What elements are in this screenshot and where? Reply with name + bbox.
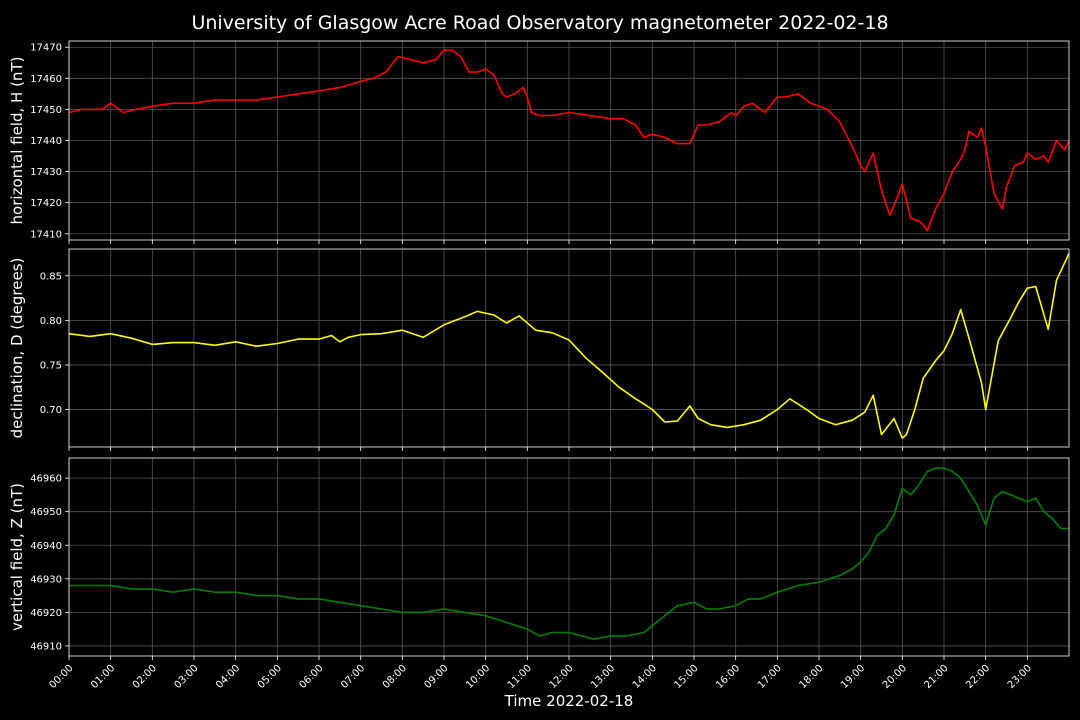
horizontal-field-y-tick-label: 17450 [30, 105, 62, 116]
horizontal-field-y-tick-label: 17430 [30, 167, 62, 178]
horizontal-field-y-tick-label: 17440 [30, 136, 62, 147]
declination-y-tick-label: 0.75 [40, 360, 62, 371]
declination-frame [68, 248, 1070, 448]
horizontal-field-y-tick-label: 17410 [30, 229, 62, 240]
vertical-field-y-tick-label: 46910 [30, 641, 62, 652]
horizontal-field-y-tick-label: 17470 [30, 43, 62, 54]
horizontal-field-panel: 17410 17420 17430 17440 17450 17460 17470 horiz… [8, 40, 1070, 244]
vertical-field-y-tick-label: 46930 [30, 574, 62, 585]
declination-series-line [68, 253, 1070, 439]
declination-y-tick-label: 0.85 [40, 271, 62, 282]
declination-panel: 0.70 0.75 0.80 0.85 declination, D (degrees) [8, 248, 1070, 451]
panels: 17410 17420 17430 17440 17450 17460 17470 horiz… [8, 40, 1070, 691]
declination-y-tick-label: 0.70 [40, 405, 62, 416]
vertical-field-y-tick-label: 46950 [30, 507, 62, 518]
horizontal-field-y-axis-label: horizontal field, H (nT) [8, 57, 26, 225]
horizontal-field-frame [68, 40, 1070, 241]
declination-y-tick-label: 0.80 [40, 316, 62, 327]
vertical-field-y-tick-label: 46920 [30, 608, 62, 619]
vertical-field-y-tick-label: 46940 [30, 541, 62, 552]
declination-y-axis-label: declination, D (degrees) [8, 258, 26, 439]
x-axis-label: Time 2022-02-18 [504, 692, 634, 710]
vertical-field-panel: 00:00 01:00 02:00 03:00 04:00 05:00 06:00 07:00… [8, 457, 1070, 691]
vertical-field-series-line [69, 467, 1069, 641]
vertical-field-y-axis-label: vertical field, Z (nT) [8, 483, 26, 631]
chart-title: University of Glasgow Acre Road Observat… [191, 12, 888, 34]
horizontal-field-series-line [68, 49, 1070, 232]
vertical-field-frame [68, 457, 1070, 657]
vertical-field-y-tick-label: 46960 [30, 474, 62, 485]
horizontal-field-y-tick-label: 17460 [30, 74, 62, 85]
horizontal-field-y-tick-label: 17420 [30, 198, 62, 209]
